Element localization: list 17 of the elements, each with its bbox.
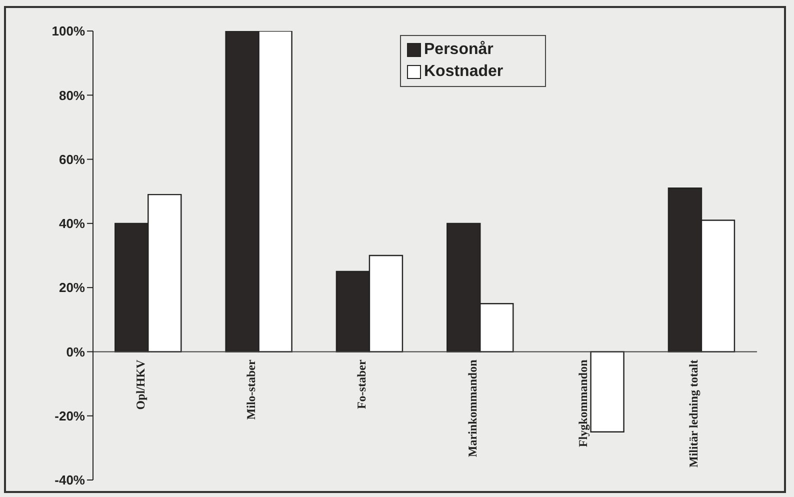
y-tick-label: 0%: [66, 344, 86, 360]
x-tick-label: Marinkommandon: [465, 359, 480, 458]
y-tick-label: 80%: [58, 88, 86, 103]
x-tick-label: Flygkommandon: [576, 359, 590, 448]
y-tick-label: -20%: [54, 408, 86, 424]
y-tick-label: 20%: [58, 280, 86, 296]
legend-label: Kostnader: [424, 62, 504, 82]
y-tick-label: 100%: [52, 24, 86, 39]
y-tick-label: -40%: [54, 472, 86, 488]
x-tick-label: Opl/HKV: [133, 359, 148, 410]
bar: [590, 351, 624, 432]
x-tick-label: Militär ledning totalt: [686, 360, 701, 468]
legend-label: Personår: [424, 40, 494, 60]
x-tick-label: Fo-staber: [354, 359, 369, 410]
y-tick-label: 40%: [58, 216, 86, 232]
y-tick-label: 60%: [58, 152, 86, 167]
x-tick-label: Milo-staber: [244, 359, 258, 420]
